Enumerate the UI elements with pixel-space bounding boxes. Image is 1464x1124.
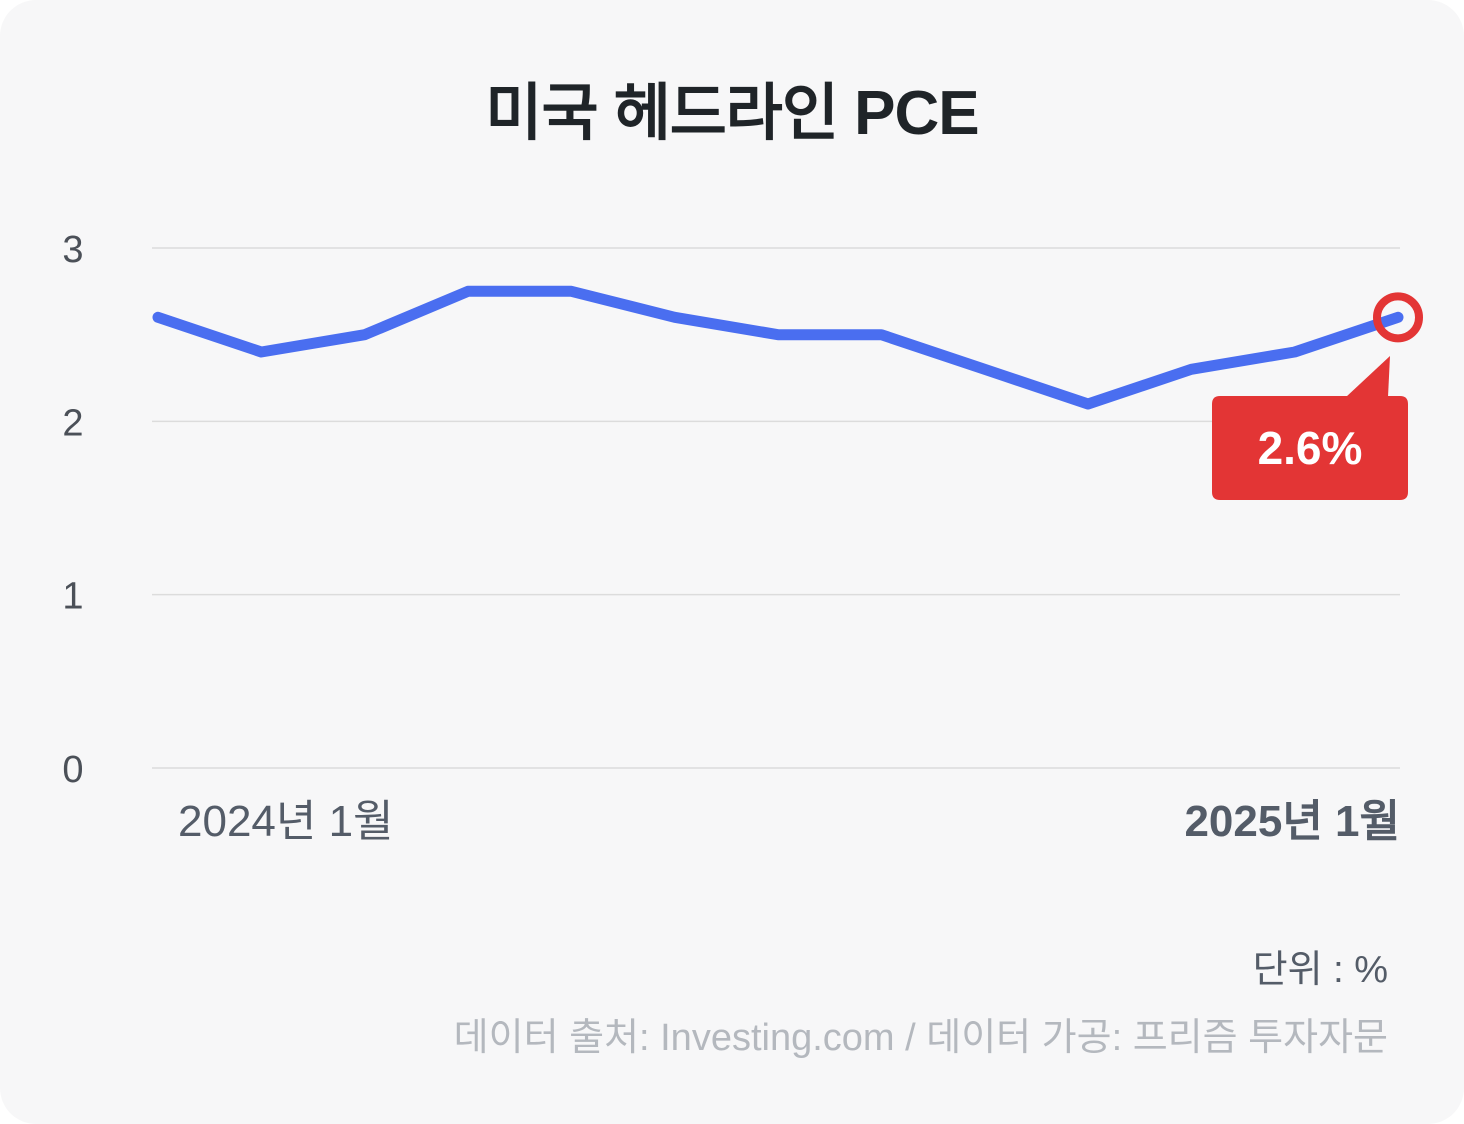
x-tick-label-start: 2024년 1월 [178,797,394,846]
series-line [152,285,1404,410]
x-tick-label-end: 2025년 1월 [1184,797,1400,846]
highlight-marker [1373,292,1423,343]
chart-title: 미국 헤드라인 PCE [485,79,979,148]
y-tick-label-2: 2 [62,402,83,444]
callout-pointer [1346,356,1390,397]
y-tick-label-3: 3 [62,229,83,271]
y-tick-label-1: 1 [62,576,83,618]
callout-box [1212,396,1408,500]
unit-label: 단위 : % [1252,949,1388,991]
y-tick-label-0: 0 [62,749,83,791]
source-label: 데이터 출처: Investing.com / 데이터 가공: 프리즘 투자자문 [453,1017,1388,1059]
callout-label: 2.6% [1258,422,1363,474]
